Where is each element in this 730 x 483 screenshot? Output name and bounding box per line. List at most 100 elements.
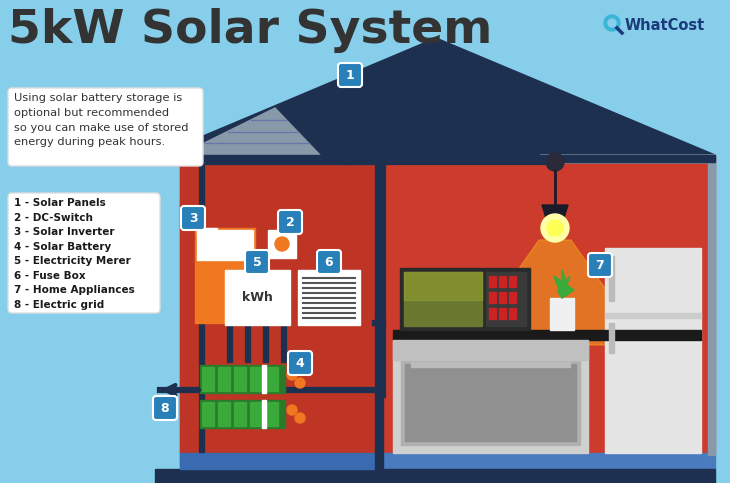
Bar [509,276,516,287]
Bar [499,308,506,319]
FancyBboxPatch shape [181,206,205,230]
Bar [266,402,278,426]
Bar [509,292,516,303]
Bar [225,270,290,325]
FancyBboxPatch shape [153,396,177,420]
Circle shape [604,15,620,31]
Bar [218,367,230,391]
Circle shape [287,405,297,415]
Bar [550,298,574,330]
Bar [401,360,580,445]
FancyBboxPatch shape [8,88,203,166]
Bar [234,367,246,391]
Bar [200,365,285,393]
Bar [180,155,715,162]
Text: Using solar battery storage is
optional but recommended
so you can make use of s: Using solar battery storage is optional … [14,93,188,147]
Bar [499,276,506,287]
Bar [489,308,496,319]
Text: 7 - Home Appliances: 7 - Home Appliances [14,285,135,295]
FancyBboxPatch shape [8,193,160,313]
Text: 8 - Electric grid: 8 - Electric grid [14,299,104,310]
Circle shape [546,153,564,171]
Bar [404,272,482,300]
Text: 4 - Solar Battery: 4 - Solar Battery [14,242,111,252]
Polygon shape [540,155,715,163]
Bar [195,228,255,323]
Bar [486,272,526,326]
Bar [200,400,285,428]
Bar [250,367,262,391]
Text: 5kW Solar System: 5kW Solar System [8,8,492,53]
Text: 2 - DC-Switch: 2 - DC-Switch [14,213,93,223]
Bar [262,365,266,393]
Circle shape [608,19,616,27]
Bar [268,230,296,258]
FancyBboxPatch shape [278,210,302,234]
Bar [489,292,496,303]
Text: 3: 3 [188,212,197,225]
Bar [197,228,217,234]
Polygon shape [465,240,645,345]
Polygon shape [158,38,715,155]
Bar [202,367,214,391]
Bar [400,268,530,330]
Bar [298,270,360,325]
FancyBboxPatch shape [245,250,269,274]
Bar [266,367,278,391]
FancyBboxPatch shape [317,250,341,274]
Text: 1: 1 [345,69,354,82]
Bar [708,155,715,455]
Polygon shape [558,276,570,298]
Polygon shape [542,205,568,218]
Circle shape [295,378,305,388]
Text: 8: 8 [161,401,169,414]
Text: 7: 7 [596,258,604,271]
Bar [197,230,253,260]
Circle shape [275,237,289,251]
Bar [509,308,516,319]
Bar [250,402,262,426]
Text: 6: 6 [325,256,334,269]
Text: 5: 5 [253,256,261,269]
Bar [393,340,588,453]
Text: 5 - Electricity Merer: 5 - Electricity Merer [14,256,131,266]
FancyBboxPatch shape [338,63,362,87]
Text: kWh: kWh [242,290,272,303]
Bar [234,402,246,426]
Bar [180,162,375,453]
Bar [605,313,701,318]
Circle shape [287,370,297,380]
Bar [605,248,701,453]
Bar [404,272,482,326]
Bar [405,364,576,441]
Text: 4: 4 [296,356,304,369]
Bar [180,453,375,469]
Text: 6 - Fuse Box: 6 - Fuse Box [14,270,85,281]
Bar [393,330,701,340]
Bar [202,402,214,426]
Polygon shape [562,270,570,298]
Bar [262,400,266,428]
Bar [393,340,588,360]
Bar [375,155,383,469]
FancyBboxPatch shape [288,351,312,375]
Bar [180,155,715,453]
Bar [155,469,715,483]
Text: WhatCost: WhatCost [625,17,705,32]
Circle shape [541,214,569,242]
Bar [499,292,506,303]
Bar [218,402,230,426]
Bar [411,362,570,367]
Bar [609,256,614,301]
FancyBboxPatch shape [588,253,612,277]
Text: 2: 2 [285,215,294,228]
Circle shape [547,220,563,236]
Bar [609,323,614,353]
Circle shape [295,413,305,423]
Bar [489,276,496,287]
Text: 1 - Solar Panels: 1 - Solar Panels [14,198,106,208]
Bar [180,453,715,469]
Text: 3 - Solar Inverter: 3 - Solar Inverter [14,227,115,237]
Polygon shape [180,108,320,155]
Polygon shape [554,276,574,298]
